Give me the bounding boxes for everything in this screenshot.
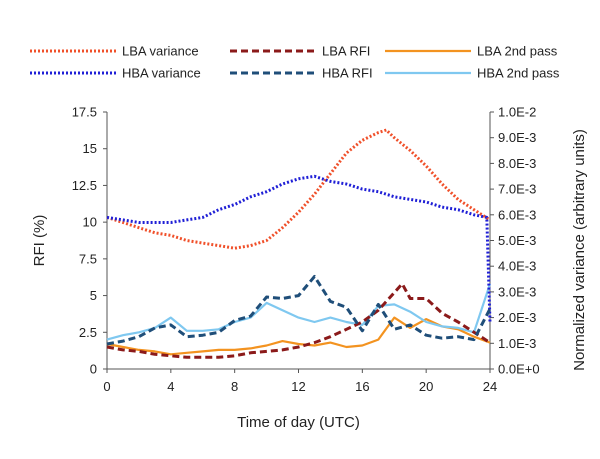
legend-label: HBA variance	[122, 66, 201, 81]
legend-label: LBA 2nd pass	[477, 44, 558, 59]
y-axis-right-title: Normalized variance (arbitrary units)	[571, 129, 588, 371]
y2-tick-label: 7.0E-3	[498, 182, 536, 197]
y2-tick-label: 1.0E-2	[498, 105, 536, 120]
y2-tick-label: 6.0E-3	[498, 207, 536, 222]
series-line-hba-2nd-pass	[106, 283, 492, 341]
series-layer	[106, 128, 492, 359]
x-tick-label: 20	[419, 379, 433, 394]
legend: LBA variance LBA RFI LBA 2nd pass HBA varia…	[30, 44, 560, 81]
y2-tick-label: 1.0E-3	[498, 336, 536, 351]
axes	[106, 112, 491, 370]
y2-tick-label: 8.0E-3	[498, 156, 536, 171]
y2-tick-label: 2.0E-3	[498, 310, 536, 325]
y-tick-label: 2.5	[79, 325, 97, 340]
y-tick-label: 15	[83, 141, 97, 156]
y2-tick-label: 3.0E-3	[498, 284, 536, 299]
series-line-lba-rfi	[106, 282, 491, 359]
x-tick-label: 4	[167, 379, 174, 394]
legend-label: HBA RFI	[322, 66, 373, 81]
y-tick-label: 7.5	[79, 251, 97, 266]
legend-label: LBA RFI	[322, 44, 370, 59]
x-tick-label: 24	[483, 379, 497, 394]
y-tick-label: 17.5	[72, 105, 97, 120]
y-axis-left-title: RFI (%)	[31, 215, 48, 267]
y-tick-label: 5	[90, 288, 97, 303]
x-tick-label: 12	[291, 379, 305, 394]
x-tick-label: 0	[103, 379, 110, 394]
x-tick-label: 16	[355, 379, 369, 394]
series-line-hba-rfi	[106, 275, 492, 346]
y-tick-label: 0	[90, 362, 97, 377]
y2-tick-label: 5.0E-3	[498, 233, 536, 248]
y2-tick-label: 9.0E-3	[498, 130, 536, 145]
legend-label: HBA 2nd pass	[477, 66, 560, 81]
series-line-lba-variance	[106, 128, 491, 250]
y-tick-label: 10	[83, 215, 97, 230]
y-tick-label: 12.5	[72, 178, 97, 193]
y2-tick-label: 4.0E-3	[498, 259, 536, 274]
y2-tick-label: 0.0E+0	[498, 362, 540, 377]
x-axis-title: Time of day (UTC)	[237, 414, 360, 431]
x-tick-label: 8	[231, 379, 238, 394]
ticks: 0 4 8 12 16 20 24 0 2.5 5 7.5 10 12.5 15 17.5 0.0E+0 1.0…	[72, 105, 540, 395]
legend-label: LBA variance	[122, 44, 199, 59]
series-line-hba-variance	[106, 174, 492, 323]
series-line-lba-2nd-pass	[106, 316, 491, 356]
